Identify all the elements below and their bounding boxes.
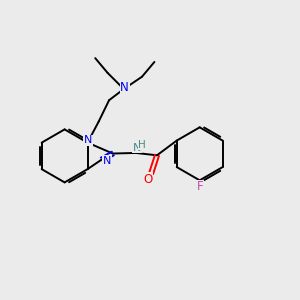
Text: F: F (197, 180, 204, 193)
Text: N: N (103, 156, 111, 166)
Text: N: N (120, 81, 129, 94)
Text: H: H (138, 140, 146, 150)
Text: O: O (143, 173, 153, 186)
Text: N: N (133, 143, 141, 153)
Text: N: N (84, 135, 92, 145)
